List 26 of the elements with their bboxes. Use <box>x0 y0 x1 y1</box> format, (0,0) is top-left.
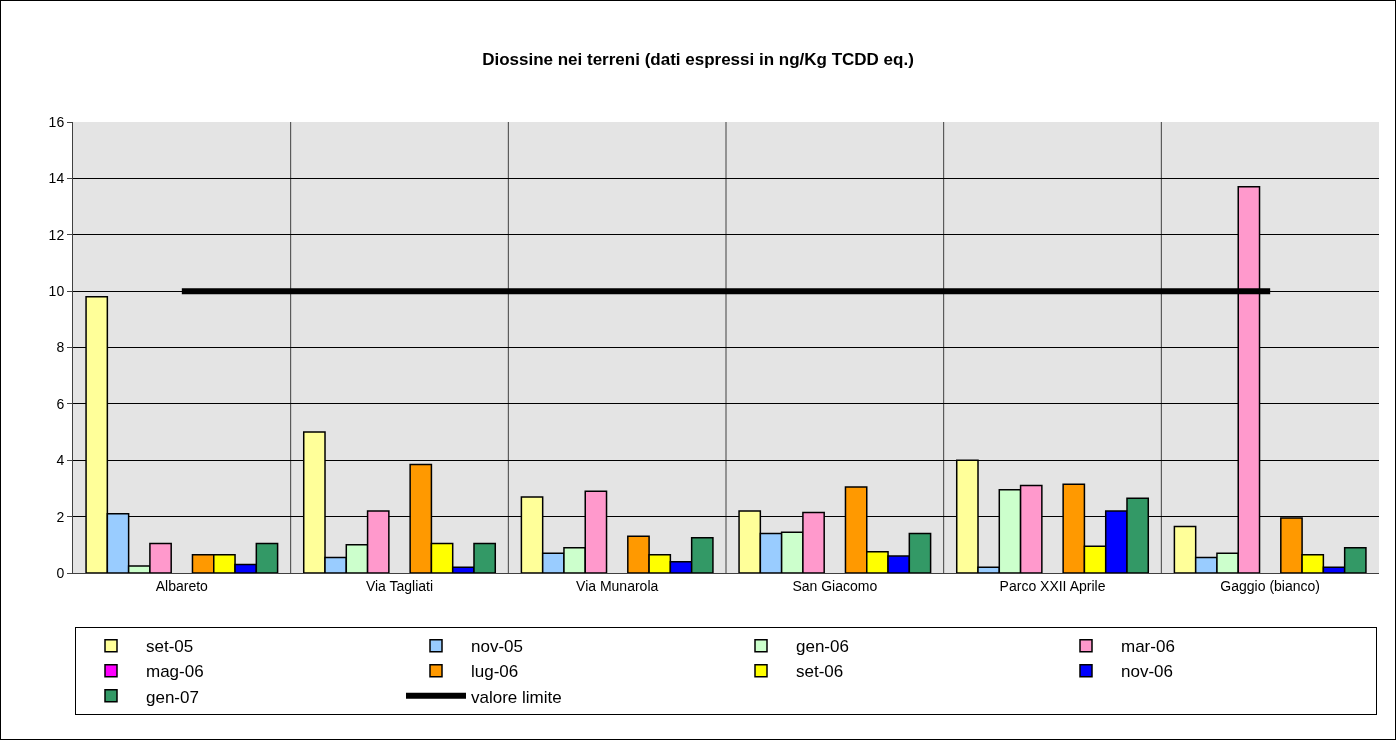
y-tick-label: 6 <box>56 395 65 412</box>
x-tick-label: Via Munarola <box>576 577 659 594</box>
y-tick-label: 14 <box>48 170 65 187</box>
legend-label: mar-06 <box>1121 637 1175 657</box>
y-tick-label: 10 <box>48 283 65 300</box>
legend-label: set-06 <box>796 662 844 682</box>
x-tick-label: San Giacomo <box>792 577 878 594</box>
y-tick-label: 4 <box>56 452 65 469</box>
legend-label: nov-05 <box>471 637 523 657</box>
x-tick-label: Via Tagliati <box>365 577 434 594</box>
y-tick-label: 16 <box>48 113 65 130</box>
legend-label: gen-06 <box>796 637 849 657</box>
legend-label: valore limite <box>471 687 562 707</box>
y-tick-label: 0 <box>56 564 65 581</box>
legend-label: gen-07 <box>146 687 199 707</box>
legend-label: lug-06 <box>471 662 519 682</box>
y-tick-label: 12 <box>48 226 65 243</box>
legend-label: mag-06 <box>146 662 204 682</box>
y-tick-label: 8 <box>56 339 65 356</box>
x-tick-label: Gaggio (bianco) <box>1220 577 1320 594</box>
y-tick-label: 2 <box>56 508 65 525</box>
legend-label: nov-06 <box>1121 662 1173 682</box>
x-tick-label: Parco XXII Aprile <box>999 577 1106 594</box>
x-tick-label: Albareto <box>155 577 209 594</box>
legend-label: set-05 <box>146 637 194 657</box>
chart-title: Diossine nei terreni (dati espressi in ng/Kg TCDD eq.) <box>482 49 914 69</box>
